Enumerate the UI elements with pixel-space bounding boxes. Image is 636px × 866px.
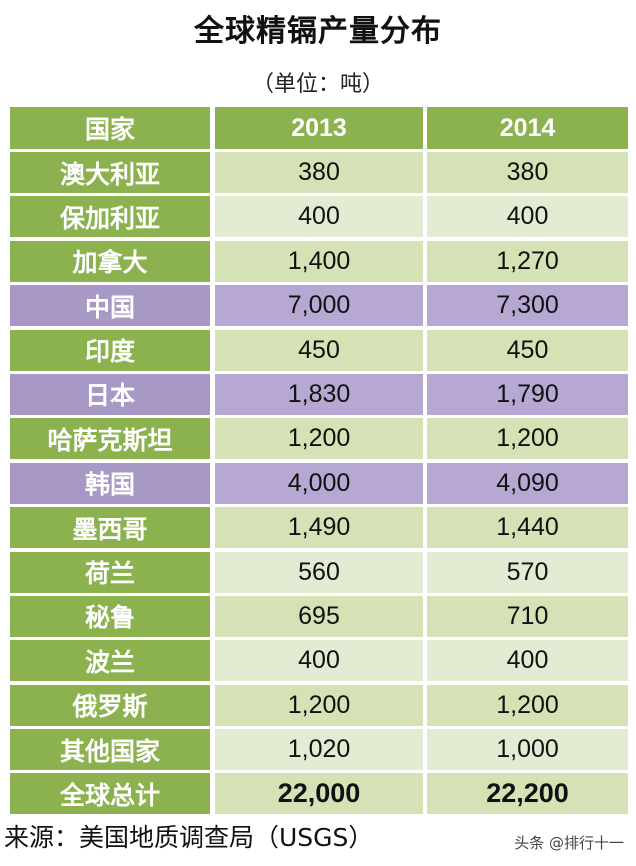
value-2013-cell: 7,000 (215, 285, 423, 327)
table-row: 荷兰 560 570 (10, 551, 628, 593)
value-2014-cell: 1,200 (427, 418, 628, 460)
table-row: 俄罗斯 1,200 1,200 (10, 684, 628, 726)
value-2014-cell: 1,440 (427, 507, 628, 549)
country-cell: 秘鲁 (10, 595, 210, 637)
country-cell: 荷兰 (10, 551, 210, 593)
header-country: 国家 (10, 107, 210, 149)
value-2013-cell: 380 (215, 152, 423, 193)
table-row: 秘鲁 695 710 (10, 595, 628, 637)
value-2014-cell: 4,090 (427, 462, 628, 504)
value-2014-cell: 1,270 (427, 240, 628, 282)
header-row: 国家 2013 2014 (10, 107, 628, 149)
unit-label: （单位：吨） (251, 72, 384, 97)
country-cell: 日本 (10, 373, 210, 415)
table-row: 其他国家 1,020 1,000 (10, 729, 628, 771)
value-2014-cell: 400 (427, 196, 628, 238)
table-row: 哈萨克斯坦 1,200 1,200 (10, 418, 628, 460)
total-row: 全球总计 22,000 22,200 (10, 773, 628, 815)
value-2013-cell: 695 (215, 595, 423, 637)
value-2014-cell: 450 (427, 329, 628, 371)
table-row: 印度 450 450 (10, 329, 628, 371)
value-2013-cell: 1,400 (215, 240, 423, 282)
value-2014-cell: 710 (427, 595, 628, 637)
country-cell: 其他国家 (10, 729, 210, 771)
value-2014-cell: 380 (427, 152, 628, 193)
country-cell: 墨西哥 (10, 507, 210, 549)
total-label-cell: 全球总计 (10, 773, 210, 815)
value-2014-cell: 1,000 (427, 729, 628, 771)
country-cell: 澳大利亚 (10, 152, 210, 193)
value-2013-cell: 1,490 (215, 507, 423, 549)
country-cell: 韩国 (10, 462, 210, 504)
value-2013-cell: 1,830 (215, 373, 423, 415)
table-title: 全球精镉产量分布 (194, 14, 442, 49)
watermark: 头条 @排行十一 (514, 834, 624, 852)
value-2013-cell: 400 (215, 640, 423, 682)
value-2013-cell: 1,200 (215, 418, 423, 460)
source-note: 来源：美国地质调查局（USGS） (4, 823, 374, 852)
table-row: 保加利亚 400 400 (10, 196, 628, 238)
value-2013-cell: 1,020 (215, 729, 423, 771)
value-2014-cell: 1,200 (427, 684, 628, 726)
table-row: 墨西哥 1,490 1,440 (10, 507, 628, 549)
value-2013-cell: 4,000 (215, 462, 423, 504)
table-row: 澳大利亚 380 380 (10, 152, 628, 193)
country-cell: 保加利亚 (10, 196, 210, 238)
value-2014-cell: 1,790 (427, 373, 628, 415)
value-2013-cell: 1,200 (215, 684, 423, 726)
production-table: 国家 2013 2014 澳大利亚 380 380 保加利亚 400 400 加拿大 1,40… (10, 107, 628, 818)
total-2014-cell: 22,200 (427, 773, 628, 815)
value-2014-cell: 570 (427, 551, 628, 593)
country-cell: 加拿大 (10, 240, 210, 282)
value-2013-cell: 560 (215, 551, 423, 593)
table-row: 中国 7,000 7,300 (10, 285, 628, 327)
value-2013-cell: 450 (215, 329, 423, 371)
country-cell: 俄罗斯 (10, 684, 210, 726)
header-2013: 2013 (215, 107, 423, 149)
table-row: 波兰 400 400 (10, 640, 628, 682)
value-2014-cell: 7,300 (427, 285, 628, 327)
country-cell: 印度 (10, 329, 210, 371)
country-cell: 波兰 (10, 640, 210, 682)
header-2014: 2014 (427, 107, 628, 149)
country-cell: 哈萨克斯坦 (10, 418, 210, 460)
table-row: 韩国 4,000 4,090 (10, 462, 628, 504)
value-2014-cell: 400 (427, 640, 628, 682)
table-row: 日本 1,830 1,790 (10, 373, 628, 415)
value-2013-cell: 400 (215, 196, 423, 238)
total-2013-cell: 22,000 (215, 773, 423, 815)
country-cell: 中国 (10, 285, 210, 327)
table-row: 加拿大 1,400 1,270 (10, 240, 628, 282)
